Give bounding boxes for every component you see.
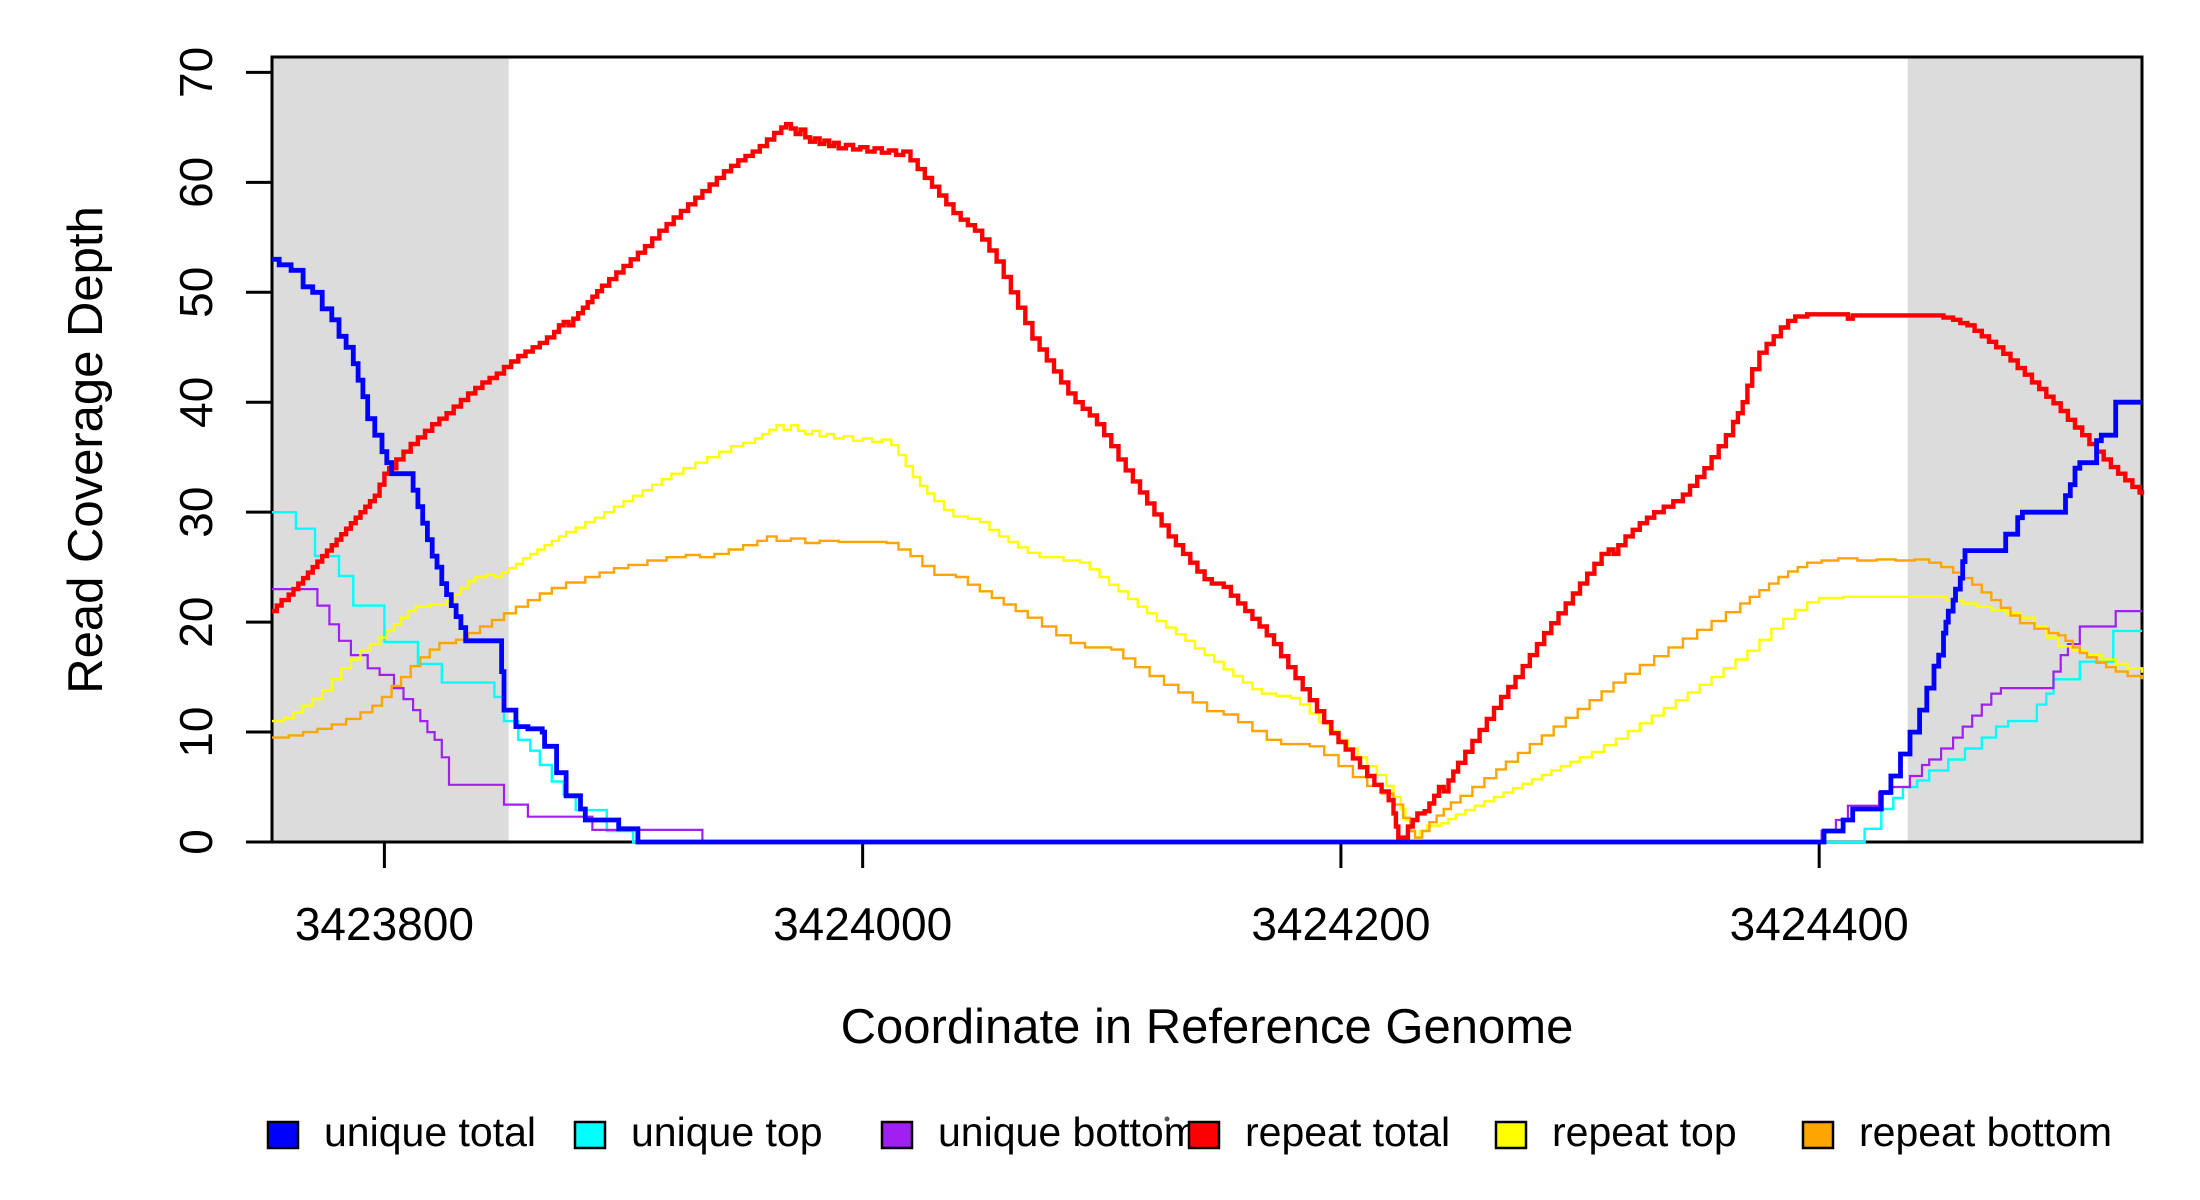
shaded-region-right <box>1907 57 2142 842</box>
legend-label-unique-top: unique top <box>631 1109 823 1155</box>
series-repeat-total <box>272 121 2145 840</box>
x-tick-label: 3423800 <box>295 898 474 950</box>
legend-label-repeat-top: repeat top <box>1552 1109 1737 1155</box>
y-tick-label: 20 <box>170 597 222 648</box>
y-axis-title: Read Coverage Depth <box>59 206 113 694</box>
y-tick-label: 50 <box>170 267 222 318</box>
x-tick-label: 3424000 <box>773 898 952 950</box>
legend-swatch-repeat-top <box>1494 1120 1528 1150</box>
legend-swatch-unique-top <box>573 1120 607 1150</box>
legend-swatch-repeat-bottom <box>1801 1120 1835 1150</box>
x-tick-label: 3424200 <box>1251 898 1430 950</box>
y-tick-label: 60 <box>170 157 222 208</box>
stray-dot <box>1164 1116 1170 1122</box>
legend-swatch-unique-bottom <box>880 1120 914 1150</box>
series-unique-bottom <box>272 588 2142 844</box>
plot-box <box>270 55 2144 844</box>
shaded-region-left <box>272 57 509 842</box>
legend-label-unique-total: unique total <box>324 1109 536 1155</box>
legend-label-unique-bottom: unique bottom <box>938 1109 1198 1155</box>
y-tick-label: 0 <box>170 829 222 855</box>
legend-label-repeat-total: repeat total <box>1245 1109 1450 1155</box>
legend-swatch-unique-total <box>266 1120 300 1150</box>
y-tick-label: 30 <box>170 487 222 538</box>
y-tick-label: 10 <box>170 706 222 757</box>
y-tick-label: 40 <box>170 377 222 428</box>
series-unique-total <box>272 256 2142 845</box>
legend-label-repeat-bottom: repeat bottom <box>1859 1109 2112 1155</box>
x-tick-label: 3424400 <box>1730 898 1909 950</box>
legend-swatch-repeat-total <box>1187 1120 1221 1150</box>
series-repeat-bottom <box>272 535 2144 839</box>
x-axis-title: Coordinate in Reference Genome <box>840 1000 1574 1054</box>
y-tick-label: 70 <box>170 47 222 98</box>
series-repeat-top <box>272 424 2144 839</box>
